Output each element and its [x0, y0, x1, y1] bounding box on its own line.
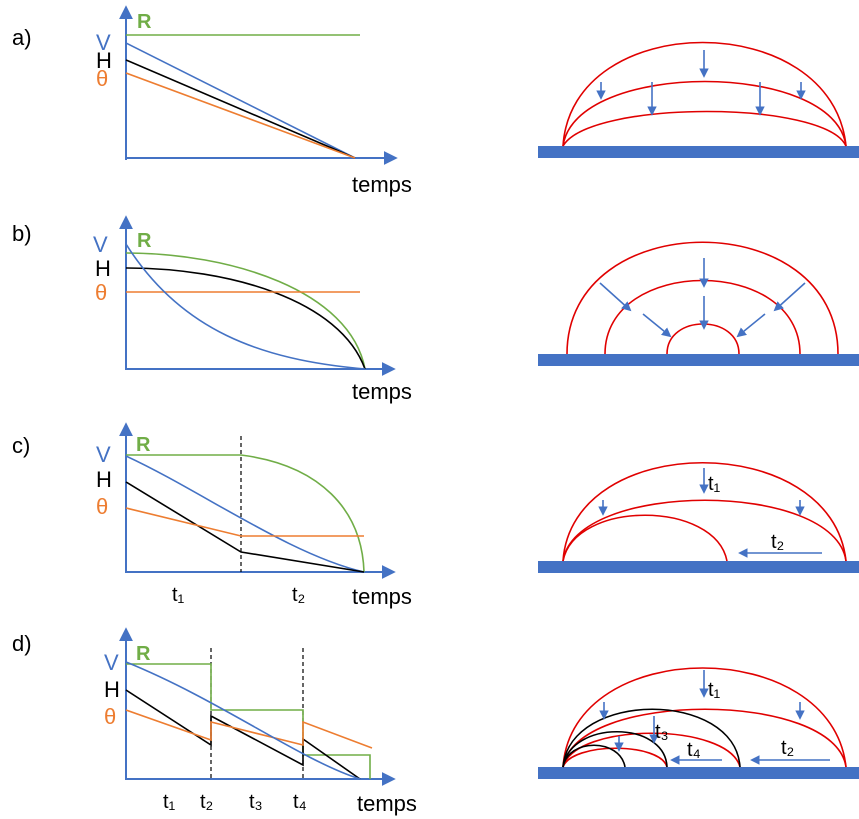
- drop-label-t1: t₁: [708, 473, 721, 495]
- time-marker-t2: t₂: [292, 584, 305, 606]
- panel-d-label: d): [12, 631, 32, 656]
- V-curve: [125, 661, 361, 780]
- drop-label-t4: t₄: [687, 739, 701, 761]
- drop-profile-1: [562, 667, 847, 768]
- R-label: R: [136, 434, 151, 456]
- panel-a-label: a): [12, 25, 32, 50]
- panel-c: c) V R H θ temps t₁ t₂: [12, 422, 859, 609]
- theta-curve: [125, 709, 373, 749]
- graph-a: V R H θ temps: [96, 5, 412, 197]
- H-label: H: [95, 256, 111, 281]
- drop-label-t2: t₂: [781, 737, 794, 759]
- panel-a: a) V R H θ temps: [12, 5, 859, 197]
- time-label: temps: [352, 172, 412, 197]
- theta-curve: [125, 507, 364, 537]
- V-label: V: [104, 650, 119, 675]
- R-label: R: [137, 11, 152, 33]
- theta-label: θ: [96, 66, 108, 91]
- time-marker-t1: t₁: [172, 584, 185, 606]
- R-curve: [125, 252, 366, 370]
- drop-profile-6: [562, 730, 668, 768]
- theta-label: θ: [95, 280, 107, 305]
- substrate: [538, 354, 859, 366]
- drop-profile-3: [562, 732, 741, 768]
- drop-profile-1: [562, 41, 847, 147]
- H-curve: [125, 59, 356, 159]
- R-curve: [126, 663, 371, 779]
- time-marker-t2: t₂: [200, 791, 213, 813]
- arrow-icon: [642, 313, 672, 338]
- V-label: V: [96, 30, 111, 55]
- drop-profile-5: [562, 708, 741, 768]
- substrate: [538, 767, 859, 779]
- drop-a: [538, 41, 859, 158]
- drop-b: [538, 241, 859, 366]
- time-marker-t4: t₄: [293, 791, 307, 813]
- time-marker-t1: t₁: [163, 791, 176, 813]
- theta-label: θ: [96, 494, 108, 519]
- drop-d: t₁ t₂ t₃ t₄: [538, 667, 859, 779]
- drop-profile-1: [566, 241, 839, 355]
- arrow-icon: [599, 282, 632, 312]
- theta-curve: [125, 72, 356, 159]
- drop-label-t1: t₁: [708, 679, 721, 701]
- drop-profile-3: [666, 323, 740, 355]
- H-label: H: [96, 48, 112, 73]
- V-curve: [125, 455, 365, 573]
- drop-label-t2: t₂: [771, 531, 784, 553]
- H-label: H: [104, 677, 120, 702]
- H-label: H: [96, 467, 112, 492]
- arrow-icon: [773, 282, 806, 312]
- H-curve: [125, 689, 361, 780]
- panel-b: b) V R H θ temps: [12, 215, 859, 404]
- drop-profile-7: [562, 744, 626, 768]
- drop-profile-2: [562, 499, 847, 562]
- drop-profile-2: [604, 279, 801, 355]
- R-curve-fall: [240, 454, 365, 573]
- theta-label: θ: [104, 704, 116, 729]
- time-label: temps: [357, 791, 417, 816]
- panel-c-label: c): [12, 433, 30, 458]
- V-label: V: [96, 442, 111, 467]
- H-curve: [125, 481, 365, 573]
- substrate: [538, 146, 859, 158]
- V-curve: [125, 243, 366, 370]
- panel-b-label: b): [12, 221, 32, 246]
- R-label: R: [136, 643, 151, 665]
- drop-profile-2: [562, 708, 847, 768]
- graph-c: V R H θ temps t₁ t₂: [96, 422, 412, 609]
- time-marker-t3: t₃: [249, 791, 263, 813]
- substrate: [538, 561, 859, 573]
- V-curve: [125, 42, 356, 159]
- drop-profile-2: [562, 80, 847, 147]
- arrow-icon: [736, 313, 766, 338]
- drop-c: t₁ t₂: [538, 462, 859, 573]
- drop-profile-3: [562, 110, 847, 147]
- panel-d: d) V R H θ temps t₁ t₂ t₃ t₄: [12, 627, 859, 816]
- drop-profile-1: [562, 462, 847, 562]
- drop-profile-3: [562, 514, 728, 562]
- drop-label-t3: t₃: [655, 721, 669, 743]
- H-curve: [125, 267, 366, 370]
- graph-d: V R H θ temps t₁ t₂ t₃ t₄: [104, 627, 417, 816]
- R-label: R: [137, 230, 152, 252]
- V-label: V: [93, 232, 108, 257]
- graph-b: V R H θ temps: [93, 215, 412, 404]
- time-label: temps: [352, 584, 412, 609]
- time-label: temps: [352, 379, 412, 404]
